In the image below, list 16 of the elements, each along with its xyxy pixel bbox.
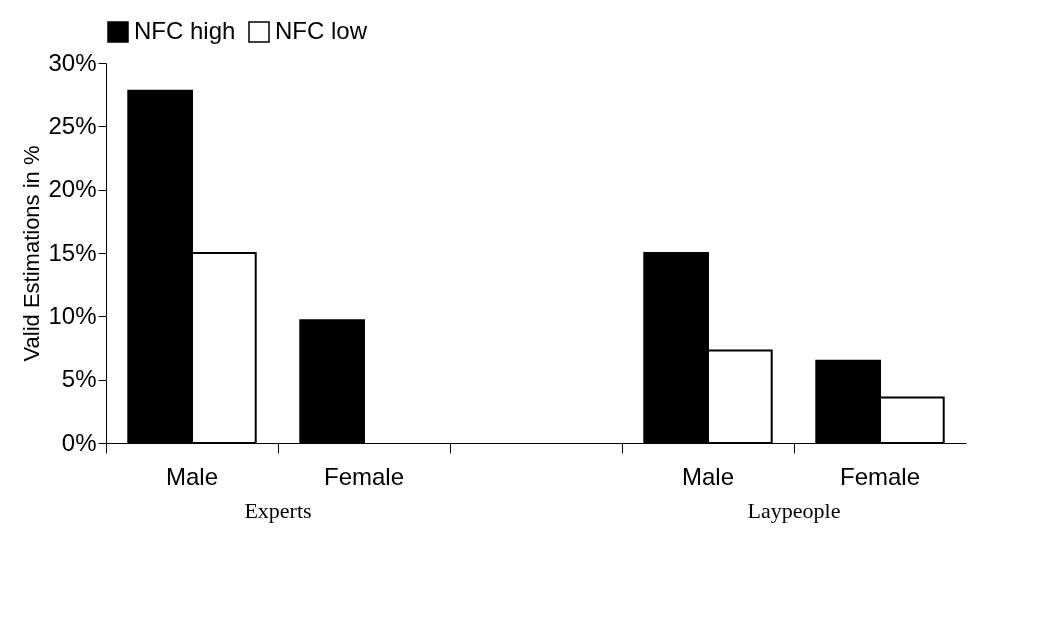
legend-label: NFC high (134, 17, 236, 44)
x-tick-label: Female (323, 462, 405, 490)
text: Laypeople (747, 498, 841, 523)
y-tick-label: 30% (48, 48, 97, 76)
x-tick-label: Male (681, 462, 735, 490)
y-tick-label: 10% (48, 301, 97, 329)
y-tick-label: 25% (48, 111, 97, 139)
y-tick-label: 20% (48, 175, 97, 203)
x-tick-label: Female (839, 462, 921, 490)
y-axis-title: Valid Estimations in % (19, 145, 45, 362)
legend-label: NFC low (275, 17, 368, 44)
y-tick-label: 5% (61, 365, 97, 393)
text: Experts (244, 498, 312, 523)
y-tick-label: 0% (61, 428, 97, 456)
y-tick-label: 15% (48, 238, 97, 266)
x-tick-label: Male (165, 462, 219, 490)
